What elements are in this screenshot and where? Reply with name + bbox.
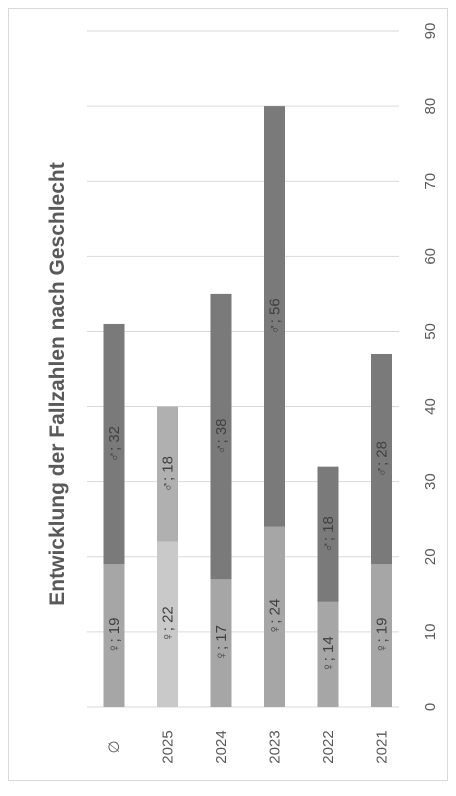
value-tick-label: 40: [422, 398, 439, 415]
bar-male: [157, 406, 178, 542]
category-label: 2023: [267, 730, 284, 763]
bar-female: [210, 579, 232, 707]
data-label-male: ♂; 28: [374, 441, 391, 477]
value-tick-label: 50: [422, 323, 439, 340]
data-label-female: ♀; 19: [106, 618, 123, 654]
bar-male: [317, 466, 339, 602]
data-label-male: ♂; 32: [106, 426, 123, 462]
data-label-female: ♀; 24: [267, 599, 284, 635]
bar-female: [317, 601, 339, 707]
gridlines: [87, 30, 399, 708]
bar-male: [371, 353, 392, 565]
value-tick-label: 30: [422, 473, 439, 490]
bars: [103, 106, 392, 707]
category-label: ∅: [106, 740, 123, 753]
bar-female: [103, 564, 125, 707]
data-label-male: ♂; 38: [213, 418, 230, 454]
category-axis: ∅ 2025 2024 2023 2022 2021: [106, 730, 391, 763]
category-label: 2025: [160, 730, 177, 763]
data-labels: ♀; 19 ♂; 32 ♀; 22 ♂; 18 ♀; 17 ♂; 38 ♀; 24 ♂; 56…: [106, 298, 391, 672]
value-tick-label: 20: [422, 548, 439, 565]
data-label-female: ♀; 17: [213, 625, 230, 661]
data-label-female: ♀; 14: [320, 636, 337, 672]
value-tick-label: 80: [422, 98, 439, 115]
data-label-female: ♀; 22: [160, 606, 177, 642]
chart-svg: ♀; 19 ♂; 32 ♀; 22 ♂; 18 ♀; 17 ♂; 38 ♀; 24 ♂; 56…: [46, 23, 439, 764]
category-label: 2021: [374, 730, 391, 763]
category-label: 2024: [213, 730, 230, 763]
chart-area: ♀; 19 ♂; 32 ♀; 22 ♂; 18 ♀; 17 ♂; 38 ♀; 24 ♂; 56…: [8, 8, 448, 781]
value-tick-label: 60: [422, 248, 439, 265]
data-label-male: ♂; 56: [267, 298, 284, 334]
chart-title: Entwicklung der Fallzahlen nach Geschlec…: [46, 162, 69, 605]
bar-male: [264, 106, 285, 527]
bar-male: [210, 293, 232, 580]
data-label-female: ♀; 19: [374, 618, 391, 654]
value-axis: 0 10 20 30 40 50 60 70 80 90: [422, 23, 439, 712]
category-label: 2022: [320, 730, 337, 763]
bar-female: [371, 564, 392, 707]
value-tick-label: 90: [422, 23, 439, 40]
bar-female: [157, 541, 178, 707]
data-label-male: ♂; 18: [320, 516, 337, 552]
bar-female: [264, 526, 285, 707]
data-label-male: ♂; 18: [160, 456, 177, 492]
value-tick-label: 0: [422, 703, 439, 711]
value-tick-label: 10: [422, 624, 439, 641]
value-tick-label: 70: [422, 173, 439, 190]
bar-male: [103, 323, 125, 565]
